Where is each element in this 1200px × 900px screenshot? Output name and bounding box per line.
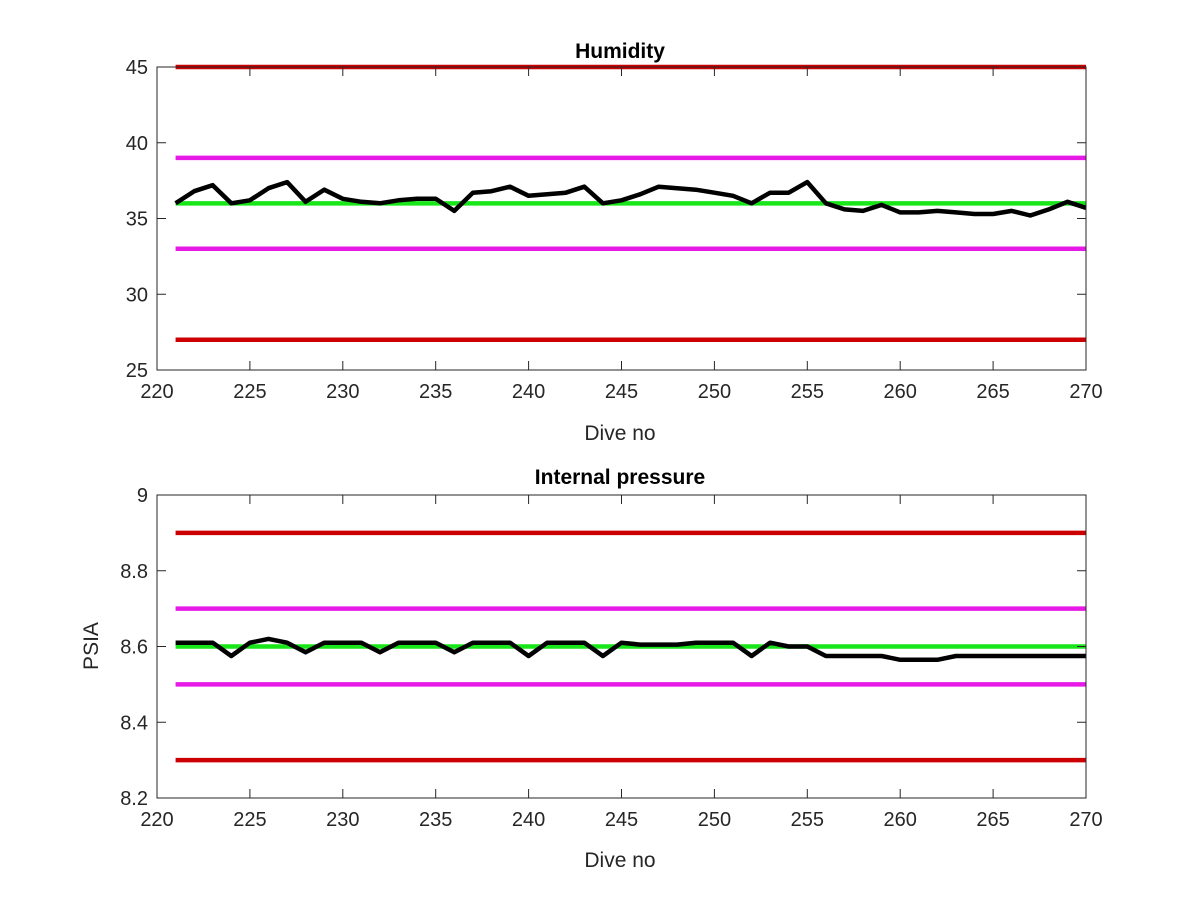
humidity-reference-lines	[175, 64, 1086, 342]
humidity-x-tick-label: 225	[233, 381, 266, 403]
pressure-y-tick-label: 8.8	[120, 561, 148, 583]
humidity-x-tick-label: 245	[605, 381, 638, 403]
pressure-reference-lines	[175, 530, 1086, 763]
pressure-y-tick-label: 8.4	[120, 712, 148, 734]
pressure-x-tick-label: 235	[419, 809, 452, 831]
humidity-data-line	[174, 179, 1087, 218]
humidity-x-ticks: 220 225 230 235 240 245 250 255 260 265 270	[140, 67, 1103, 403]
pressure-x-ticks: 220 225 230 235 240 245 250 255 260 265 270	[140, 495, 1103, 831]
pressure-x-tick-label: 260	[884, 809, 917, 831]
humidity-x-tick-label: 260	[884, 381, 917, 403]
humidity-y-tick-label: 45	[126, 57, 148, 79]
pressure-data-line	[175, 636, 1086, 663]
humidity-x-tick-label: 255	[791, 381, 824, 403]
pressure-y-tick-label: 8.2	[120, 788, 148, 810]
pressure-y-axis-label: PSIA	[80, 622, 103, 670]
humidity-axes-box	[156, 66, 1087, 371]
pressure-x-tick-label: 250	[698, 809, 731, 831]
humidity-x-tick-label: 235	[419, 381, 452, 403]
pressure-x-tick-label: 255	[791, 809, 824, 831]
humidity-y-tick-label: 30	[126, 284, 148, 306]
pressure-x-tick-label: 265	[976, 809, 1009, 831]
humidity-chart-title: Humidity	[575, 40, 665, 63]
pressure-chart: Internal pressure 220 225 230 235 240 245 250 2…	[80, 466, 1103, 872]
humidity-x-tick-label: 250	[698, 381, 731, 403]
humidity-x-tick-label: 265	[976, 381, 1009, 403]
pressure-y-tick-label: 9	[137, 485, 148, 507]
humidity-series	[174, 179, 1087, 218]
humidity-y-tick-label: 25	[126, 360, 148, 382]
humidity-x-tick-label: 270	[1069, 381, 1102, 403]
pressure-x-axis-label: Dive no	[584, 849, 655, 872]
pressure-series	[175, 636, 1086, 663]
humidity-y-tick-label: 35	[126, 209, 148, 231]
pressure-x-tick-label: 270	[1069, 809, 1102, 831]
pressure-x-tick-label: 230	[326, 809, 359, 831]
humidity-y-ticks: 25 30 35 40 45	[126, 57, 1086, 382]
pressure-x-tick-label: 245	[605, 809, 638, 831]
humidity-x-tick-label: 230	[326, 381, 359, 403]
pressure-chart-title: Internal pressure	[535, 466, 705, 489]
humidity-x-tick-label: 240	[512, 381, 545, 403]
humidity-chart: Humidity 220 225 230 235 240 245 250 255 260 265 2…	[126, 40, 1103, 445]
humidity-y-tick-label: 40	[126, 133, 148, 155]
pressure-y-tick-label: 8.6	[120, 637, 148, 659]
pressure-y-ticks: 8.2 8.4 8.6 8.8 9	[120, 485, 1086, 810]
humidity-x-tick-label: 220	[140, 381, 173, 403]
pressure-x-tick-label: 220	[140, 809, 173, 831]
pressure-x-tick-label: 240	[512, 809, 545, 831]
humidity-x-axis-label: Dive no	[584, 422, 655, 445]
pressure-x-tick-label: 225	[233, 809, 266, 831]
